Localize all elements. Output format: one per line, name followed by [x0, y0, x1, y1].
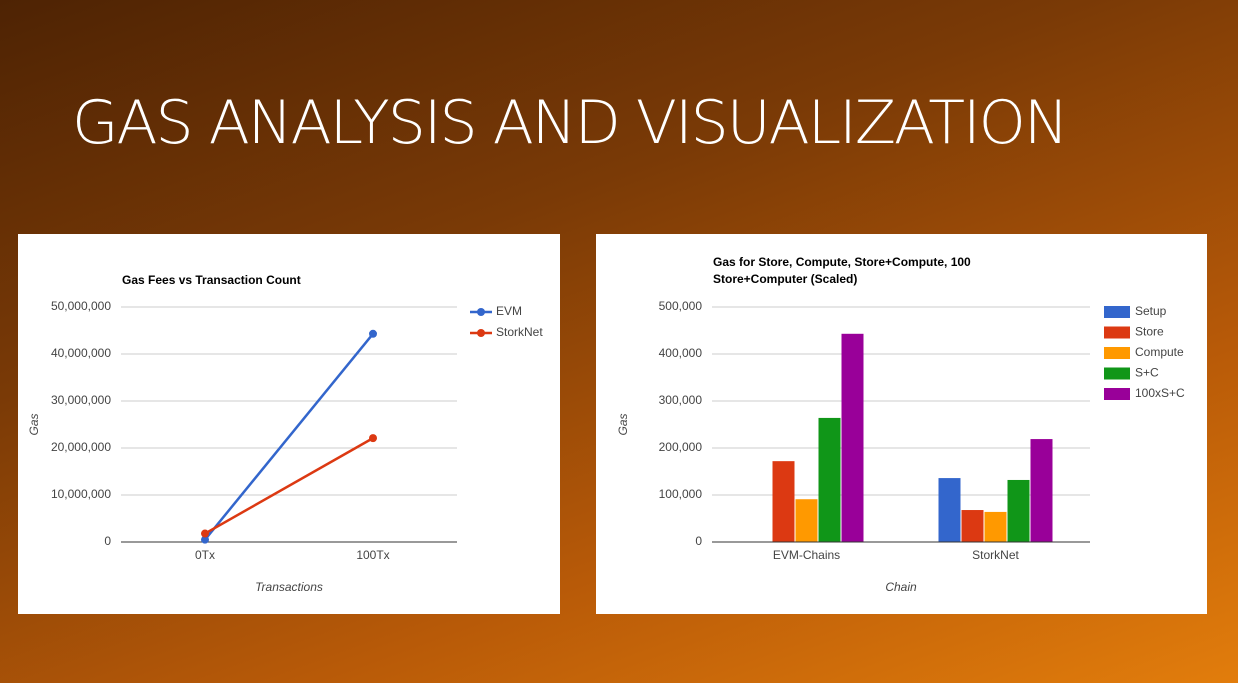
- y-tick-label: 500,000: [659, 299, 703, 313]
- y-tick-label: 0: [104, 534, 111, 548]
- legend-label: Compute: [1135, 345, 1184, 359]
- legend-swatch: [1104, 306, 1130, 318]
- y-tick-label: 40,000,000: [51, 346, 111, 360]
- y-tick-label: 400,000: [659, 346, 703, 360]
- y-tick-label: 20,000,000: [51, 440, 111, 454]
- point: [369, 329, 377, 338]
- y-axis-label: Gas: [616, 413, 630, 435]
- point: [201, 535, 209, 544]
- bar: [818, 417, 841, 542]
- slide-title: GAS ANALYSIS AND VISUALIZATION: [72, 88, 1069, 158]
- point: [369, 434, 377, 443]
- bar: [772, 461, 795, 542]
- chart-panel: Gas for Store, Compute, Store+Compute, 1…: [596, 234, 1207, 614]
- bar: [984, 511, 1007, 542]
- legend-label: EVM: [496, 304, 522, 318]
- bar: [795, 499, 818, 542]
- x-axis-label: Transactions: [255, 580, 323, 594]
- legend-swatch: [1104, 367, 1130, 380]
- legend-label: S+C: [1135, 366, 1159, 380]
- y-tick-label: 50,000,000: [51, 299, 111, 313]
- chart-title: Gas for Store, Compute, Store+Compute, 1…: [713, 255, 971, 286]
- y-tick-label: 10,000,000: [51, 487, 111, 501]
- bar: [938, 478, 961, 542]
- y-axis-label: Gas: [27, 413, 41, 435]
- legend-marker: [477, 308, 485, 316]
- x-tick-label: EVM-Chains: [773, 548, 840, 562]
- legend-label: Setup: [1135, 304, 1167, 318]
- legend-swatch: [1104, 326, 1130, 339]
- bar: [841, 333, 864, 542]
- chart-title: Gas Fees vs Transaction Count: [122, 273, 301, 287]
- legend-label: StorkNet: [496, 325, 543, 339]
- y-tick-label: 200,000: [659, 440, 703, 454]
- chart: 0 10,000,000 20,000,000 30,000,000 40,000,00…: [27, 299, 543, 594]
- legend-swatch: [1104, 347, 1130, 359]
- bar: [1007, 479, 1030, 542]
- chart-panel: Gas Fees vs Transaction Count 0 10,000,00…: [18, 234, 560, 614]
- legend-label: 100xS+C: [1135, 386, 1185, 400]
- y-tick-label: 300,000: [659, 393, 703, 407]
- x-tick-label: 0Tx: [195, 548, 215, 562]
- chart: 0 100,000 200,000 300,000 400,000 500,000 Gas C…: [616, 299, 1185, 594]
- point: [201, 529, 209, 538]
- bar: [961, 510, 984, 542]
- x-axis-label: Chain: [885, 580, 917, 594]
- bar: [1030, 439, 1053, 542]
- legend-marker: [477, 329, 485, 337]
- x-tick-label: StorkNet: [972, 548, 1019, 562]
- legend-label: Store: [1135, 325, 1164, 339]
- legend-swatch: [1104, 388, 1130, 400]
- y-tick-label: 30,000,000: [51, 393, 111, 407]
- y-tick-label: 100,000: [659, 487, 703, 501]
- line: [204, 437, 374, 535]
- y-tick-label: 0: [695, 534, 702, 548]
- x-tick-label: 100Tx: [356, 548, 389, 562]
- line: [204, 332, 374, 541]
